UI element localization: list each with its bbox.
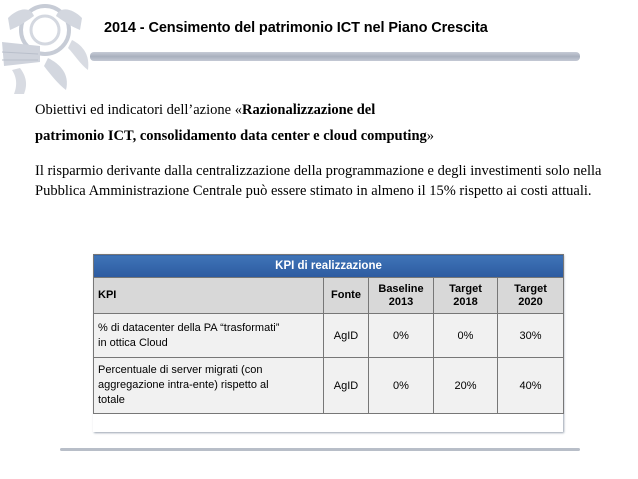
kpi-target-2020: 30%	[496, 313, 565, 358]
kpi-baseline: 0%	[368, 357, 434, 414]
kpi-target-2018: 0%	[433, 313, 498, 358]
column-header-target-2020-line2: 2020	[518, 295, 543, 308]
kpi-description-line2: aggregazione intra-ente) rispetto al	[98, 379, 269, 391]
footer-divider	[60, 448, 580, 451]
savings-paragraph: Il risparmio derivante dalla centralizza…	[35, 163, 602, 199]
column-header-target-2020: Target 2020	[496, 277, 565, 314]
kpi-fonte: AgID	[323, 357, 369, 414]
objective-text: Obiettivi ed indicatori dell’azione «Raz…	[35, 97, 625, 149]
kpi-table-title: KPI di realizzazione	[92, 254, 565, 278]
kpi-baseline: 0%	[368, 313, 434, 358]
kpi-fonte: AgID	[323, 313, 369, 358]
objective-bold-line1: Razionalizzazione del	[241, 102, 376, 118]
column-header-baseline-line1: Baseline	[378, 282, 424, 295]
column-header-baseline: Baseline 2013	[368, 277, 434, 314]
column-header-target-2018-line2: 2018	[453, 295, 478, 308]
column-header-fonte: Fonte	[323, 277, 369, 314]
venetian-lion-crest-icon	[0, 0, 92, 96]
kpi-target-2018: 20%	[433, 357, 498, 414]
kpi-table-header-row: KPI Fonte Baseline 2013 Target 2018 Target…	[93, 277, 565, 314]
column-header-target-2018: Target 2018	[433, 277, 498, 314]
kpi-table: KPI di realizzazione KPI Fonte Baseline 2…	[92, 254, 565, 414]
kpi-description-line2: in ottica Cloud	[98, 336, 168, 349]
kpi-description-line1: Percentuale di server migrati (con	[98, 364, 263, 376]
kpi-description-line3: totale	[98, 394, 125, 406]
objective-closing: »	[426, 128, 435, 144]
header-divider	[90, 52, 580, 61]
kpi-description: Percentuale di server migrati (con aggreg…	[93, 357, 324, 414]
table-row: Percentuale di server migrati (con aggreg…	[93, 357, 565, 414]
column-header-kpi: KPI	[93, 277, 324, 314]
column-header-target-2018-line1: Target	[449, 282, 482, 295]
objective-bold-line2: patrimonio ICT, consolidamento data cent…	[35, 128, 427, 144]
table-row: % di datacenter della PA “trasformati” in…	[93, 313, 565, 358]
kpi-target-2020: 40%	[496, 357, 565, 414]
kpi-description: % di datacenter della PA “trasformati” in…	[93, 313, 324, 358]
column-header-target-2020-line1: Target	[514, 282, 547, 295]
kpi-table-container: KPI di realizzazione KPI Fonte Baseline 2…	[92, 254, 565, 432]
kpi-description-line1: % di datacenter della PA “trasformati”	[98, 321, 280, 334]
column-header-baseline-line2: 2013	[388, 295, 414, 308]
slide-title: 2014 - Censimento del patrimonio ICT nel…	[104, 20, 488, 36]
objective-intro: Obiettivi ed indicatori dell’azione «	[35, 102, 242, 118]
